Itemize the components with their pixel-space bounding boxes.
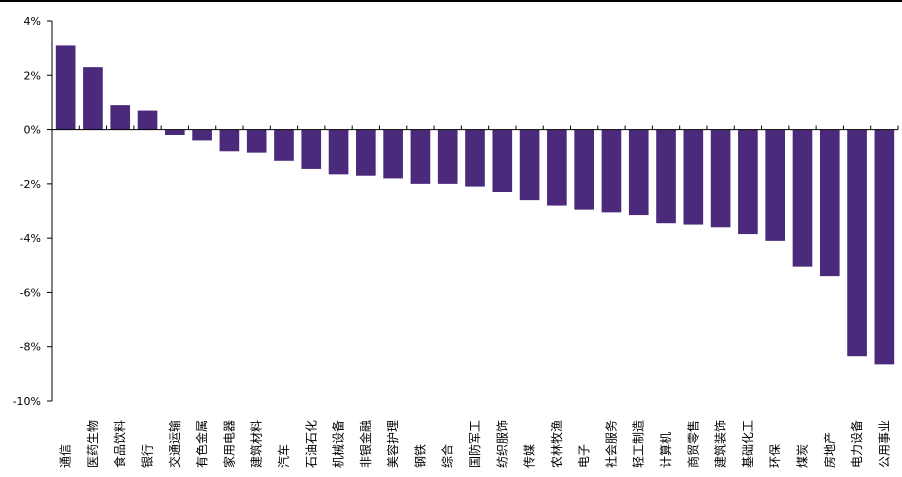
- x-tick-label: 美容护理: [385, 420, 400, 468]
- x-tick-label: 家用电器: [221, 420, 236, 468]
- x-tick-labels: 通信 医药生物 食品饮料 银行 交通运输 有色金属 家用电器 建筑材料 汽车 石油石化 机械设备 非银…: [59, 420, 892, 468]
- bar: [792, 129, 813, 267]
- bars: [55, 45, 895, 365]
- x-tick-label: 房地产: [822, 432, 837, 468]
- bar: [192, 129, 212, 141]
- y-axis: 4% 2% 0% -2% -4% -6% -8% -10%: [13, 15, 53, 408]
- bar: [628, 129, 649, 216]
- bar: [492, 129, 513, 192]
- x-tick-label: 通信: [59, 444, 73, 468]
- x-tick-label: 食品饮料: [112, 420, 127, 468]
- bar: [410, 129, 431, 184]
- x-tick-label: 煤炭: [795, 444, 809, 468]
- bar: [765, 129, 786, 241]
- x-tick-label: 机械设备: [331, 420, 346, 468]
- x-tick-label: 银行: [141, 444, 155, 468]
- y-tick-label: -8%: [20, 341, 41, 354]
- bar: [437, 129, 458, 184]
- x-tick-label: 基础化工: [741, 420, 755, 468]
- bar: [328, 129, 349, 175]
- bar: [519, 129, 540, 201]
- x-tick-label: 农林牧渔: [550, 420, 564, 468]
- x-tick-label: 有色金属: [194, 420, 209, 468]
- x-tick-label: 汽车: [276, 444, 291, 468]
- x-tick-label: 传媒: [522, 444, 537, 468]
- x-tick-label: 计算机: [658, 432, 673, 468]
- x-tick-label: 建筑装饰: [713, 420, 728, 468]
- bar: [246, 129, 267, 153]
- bar: [383, 129, 403, 179]
- x-tick-label: 电力设备: [850, 420, 864, 468]
- bar: [574, 129, 594, 210]
- y-tick-label: 4%: [24, 15, 41, 28]
- bar: [110, 105, 131, 130]
- y-tick-label: -2%: [20, 178, 41, 191]
- x-tick-label: 钢铁: [413, 444, 427, 468]
- x-tick-label: 医药生物: [86, 420, 100, 468]
- x-tick-label: 社会服务: [603, 420, 618, 468]
- x-tick-label: 建筑材料: [249, 420, 264, 468]
- bar: [683, 129, 704, 225]
- top-border-line: [0, 0, 902, 2]
- bar: [738, 129, 758, 235]
- y-tick-label: -10%: [13, 395, 41, 408]
- bar: [137, 110, 158, 130]
- bar: [465, 129, 485, 187]
- bar: [274, 129, 294, 161]
- bar: [710, 129, 731, 228]
- x-tick-label: 国防军工: [467, 420, 482, 468]
- bar: [819, 129, 840, 277]
- bar: [219, 129, 240, 152]
- x-tick-label: 交通运输: [167, 420, 182, 468]
- bar: [356, 129, 376, 176]
- x-axis: [51, 125, 899, 131]
- bar: [547, 129, 567, 206]
- x-tick-label: 非银金融: [358, 420, 373, 468]
- x-tick-label: 环保: [768, 444, 782, 468]
- bar: [874, 129, 895, 365]
- bar: [55, 45, 76, 130]
- x-tick-label: 石油石化: [304, 420, 318, 468]
- x-tick-label: 商贸零售: [685, 420, 700, 468]
- x-tick-label: 电子: [577, 444, 591, 468]
- bar: [656, 129, 676, 224]
- x-tick-label: 综合: [440, 444, 455, 468]
- y-tick-label: 2%: [24, 69, 41, 82]
- x-tick-label: 纺织服饰: [495, 420, 509, 468]
- y-tick-label: 0%: [24, 124, 41, 137]
- x-tick-label: 公用事业: [877, 420, 891, 468]
- y-tick-label: -4%: [20, 232, 41, 245]
- bar: [847, 129, 867, 357]
- x-tick-label: 轻工制造: [632, 420, 646, 468]
- bar: [601, 129, 622, 213]
- bar: [83, 67, 103, 130]
- bar: [301, 129, 322, 169]
- bar: [164, 129, 185, 135]
- y-tick-label: -6%: [20, 286, 41, 299]
